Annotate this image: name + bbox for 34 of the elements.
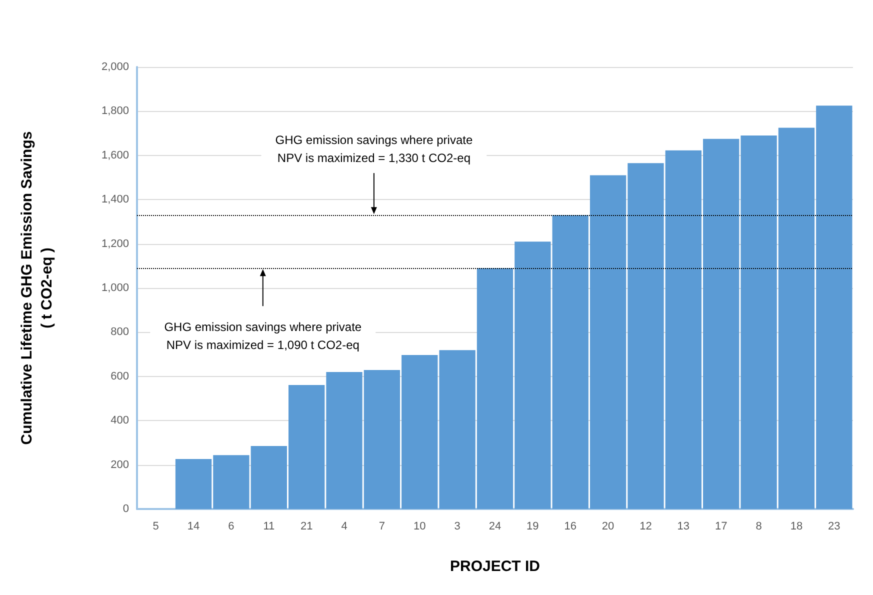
x-axis-title: PROJECT ID — [450, 558, 540, 575]
y-tick-label: 400 — [110, 414, 129, 427]
x-tick-label: 13 — [677, 520, 690, 532]
y-tick-label: 1,200 — [101, 238, 129, 250]
x-tick-label: 24 — [488, 520, 502, 532]
ref-line-label: GHG emission savings where private NPV is maximized = 1,330 t CO2-eq — [275, 133, 473, 166]
y-axis-title: Cumulative Lifetime GHG Emission Savings ( t CO2-eq ) — [18, 131, 56, 445]
x-tick-label: 6 — [228, 520, 234, 532]
x-tick-label: 16 — [564, 520, 576, 532]
x-tick-label: 12 — [640, 520, 652, 532]
x-tick-label: 5 — [152, 520, 159, 532]
ref-line-label: GHG emission savings where private NPV is maximized = 1,090 t CO2-eq — [164, 320, 362, 352]
x-tick-label: 7 — [378, 520, 386, 532]
x-tick-label: 20 — [602, 520, 614, 532]
x-tick-label: 4 — [341, 520, 348, 532]
x-tick-label: 3 — [454, 520, 460, 532]
y-tick-label: 800 — [110, 326, 129, 338]
y-tick-label: 200 — [110, 458, 129, 471]
x-tick-label: 23 — [828, 520, 840, 532]
x-tick-label: 21 — [300, 520, 313, 532]
x-tick-label: 18 — [790, 520, 803, 532]
x-tick-label: 10 — [414, 520, 426, 532]
y-tick-label: 1,000 — [101, 282, 129, 294]
y-tick-label: 2,000 — [101, 61, 129, 73]
y-tick-label: 600 — [110, 370, 129, 382]
y-tick-label: 1,400 — [101, 194, 129, 206]
y-tick-label: 0 — [122, 503, 129, 515]
x-tick-label: 8 — [756, 520, 762, 532]
y-tick-label: 1,800 — [101, 105, 129, 118]
x-tick-label: 11 — [263, 520, 275, 532]
x-tick-label: 19 — [526, 520, 539, 532]
x-tick-label: 14 — [187, 520, 200, 532]
x-tick-label: 17 — [714, 520, 728, 532]
y-tick-label: 1,600 — [101, 149, 129, 162]
